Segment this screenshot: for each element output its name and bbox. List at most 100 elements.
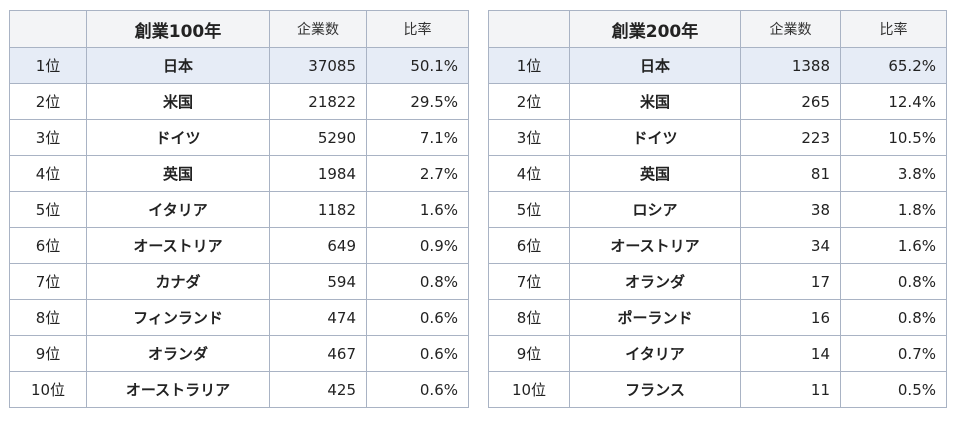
table-row: 7位 オランダ 17 0.8%	[488, 263, 947, 300]
table-row: 2位 米国 265 12.4%	[488, 83, 947, 120]
ratio-cell: 0.5%	[840, 371, 947, 408]
rank-cell: 9位	[488, 335, 570, 372]
ratio-cell: 50.1%	[366, 47, 469, 84]
ratio-cell: 29.5%	[366, 83, 469, 120]
table-row: 2位 米国 21822 29.5%	[9, 83, 469, 120]
ratio-cell: 7.1%	[366, 119, 469, 156]
table-row: 4位 英国 1984 2.7%	[9, 155, 469, 192]
country-cell: イタリア	[86, 191, 270, 228]
table-header-row: 創業100年 企業数 比率	[9, 10, 469, 48]
country-cell: ロシア	[569, 191, 741, 228]
ratio-cell: 0.6%	[366, 371, 469, 408]
rank-cell: 10位	[9, 371, 87, 408]
ratio-cell: 65.2%	[840, 47, 947, 84]
country-cell: オランダ	[86, 335, 270, 372]
country-cell: 英国	[86, 155, 270, 192]
table-row: 6位 オーストリア 649 0.9%	[9, 227, 469, 264]
company-count-cell: 474	[269, 299, 367, 336]
table-row: 5位 イタリア 1182 1.6%	[9, 191, 469, 228]
rank-cell: 6位	[9, 227, 87, 264]
company-count-cell: 467	[269, 335, 367, 372]
company-count-cell: 649	[269, 227, 367, 264]
rank-cell: 8位	[488, 299, 570, 336]
country-cell: オランダ	[569, 263, 741, 300]
rank-cell: 5位	[488, 191, 570, 228]
ratio-cell: 0.8%	[840, 299, 947, 336]
company-count-cell: 265	[740, 83, 841, 120]
ratio-cell: 0.7%	[840, 335, 947, 372]
table-row: 10位 オーストラリア 425 0.6%	[9, 371, 469, 408]
header-ratio: 比率	[366, 10, 469, 48]
ratio-cell: 2.7%	[366, 155, 469, 192]
ranking-table-100-years: 創業100年 企業数 比率 1位 日本 37085 50.1% 2位 米国 21822 29.…	[9, 10, 469, 408]
table-row: 9位 イタリア 14 0.7%	[488, 335, 947, 372]
table-row: 3位 ドイツ 5290 7.1%	[9, 119, 469, 156]
ranking-table-200-years: 創業200年 企業数 比率 1位 日本 1388 65.2% 2位 米国 265 12.4% 3…	[488, 10, 947, 408]
ratio-cell: 0.8%	[366, 263, 469, 300]
ratio-cell: 0.8%	[840, 263, 947, 300]
company-count-cell: 425	[269, 371, 367, 408]
rank-cell: 2位	[9, 83, 87, 120]
ratio-cell: 0.9%	[366, 227, 469, 264]
ratio-cell: 0.6%	[366, 299, 469, 336]
company-count-cell: 37085	[269, 47, 367, 84]
ratio-cell: 0.6%	[366, 335, 469, 372]
company-count-cell: 81	[740, 155, 841, 192]
rank-cell: 2位	[488, 83, 570, 120]
ratio-cell: 3.8%	[840, 155, 947, 192]
table-row: 5位 ロシア 38 1.8%	[488, 191, 947, 228]
rank-cell: 7位	[488, 263, 570, 300]
ratio-cell: 1.6%	[366, 191, 469, 228]
country-cell: オーストリア	[86, 227, 270, 264]
header-rank	[9, 10, 87, 48]
ratio-cell: 1.6%	[840, 227, 947, 264]
table-row: 10位 フランス 11 0.5%	[488, 371, 947, 408]
country-cell: 日本	[86, 47, 270, 84]
country-cell: フィンランド	[86, 299, 270, 336]
rank-cell: 6位	[488, 227, 570, 264]
rank-cell: 3位	[488, 119, 570, 156]
table-row: 6位 オーストリア 34 1.6%	[488, 227, 947, 264]
rank-cell: 7位	[9, 263, 87, 300]
company-count-cell: 38	[740, 191, 841, 228]
company-count-cell: 5290	[269, 119, 367, 156]
rank-cell: 1位	[9, 47, 87, 84]
ratio-cell: 1.8%	[840, 191, 947, 228]
country-cell: 米国	[86, 83, 270, 120]
header-rank	[488, 10, 570, 48]
country-cell: ドイツ	[569, 119, 741, 156]
country-cell: ドイツ	[86, 119, 270, 156]
company-count-cell: 594	[269, 263, 367, 300]
table-header-row: 創業200年 企業数 比率	[488, 10, 947, 48]
rank-cell: 9位	[9, 335, 87, 372]
header-title: 創業100年	[86, 10, 270, 48]
company-count-cell: 1182	[269, 191, 367, 228]
company-count-cell: 34	[740, 227, 841, 264]
table-row: 1位 日本 37085 50.1%	[9, 47, 469, 84]
table-row: 3位 ドイツ 223 10.5%	[488, 119, 947, 156]
table-row: 7位 カナダ 594 0.8%	[9, 263, 469, 300]
table-row: 1位 日本 1388 65.2%	[488, 47, 947, 84]
header-company-count: 企業数	[740, 10, 841, 48]
country-cell: 米国	[569, 83, 741, 120]
table-row: 9位 オランダ 467 0.6%	[9, 335, 469, 372]
header-title: 創業200年	[569, 10, 741, 48]
table-row: 8位 フィンランド 474 0.6%	[9, 299, 469, 336]
header-company-count: 企業数	[269, 10, 367, 48]
rank-cell: 1位	[488, 47, 570, 84]
header-ratio: 比率	[840, 10, 947, 48]
country-cell: ポーランド	[569, 299, 741, 336]
country-cell: 日本	[569, 47, 741, 84]
rank-cell: 5位	[9, 191, 87, 228]
country-cell: イタリア	[569, 335, 741, 372]
rank-cell: 4位	[488, 155, 570, 192]
rank-cell: 3位	[9, 119, 87, 156]
company-count-cell: 14	[740, 335, 841, 372]
table-row: 8位 ポーランド 16 0.8%	[488, 299, 947, 336]
company-count-cell: 17	[740, 263, 841, 300]
ratio-cell: 10.5%	[840, 119, 947, 156]
company-count-cell: 21822	[269, 83, 367, 120]
country-cell: フランス	[569, 371, 741, 408]
country-cell: カナダ	[86, 263, 270, 300]
company-count-cell: 11	[740, 371, 841, 408]
